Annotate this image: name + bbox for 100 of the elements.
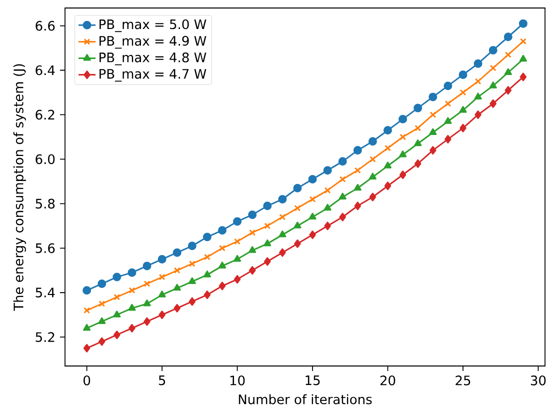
point <box>324 222 331 230</box>
point <box>324 204 332 211</box>
x-axis-title: Number of iterations <box>238 394 372 404</box>
point <box>98 279 106 288</box>
point <box>248 266 256 275</box>
point <box>84 307 90 314</box>
point <box>338 157 347 166</box>
point <box>518 19 528 28</box>
point <box>490 64 496 72</box>
point <box>264 222 271 230</box>
point <box>488 46 498 54</box>
point <box>353 146 362 155</box>
x-tick-label: 30 <box>530 376 546 386</box>
point <box>309 230 316 240</box>
point <box>278 230 286 238</box>
point <box>384 126 392 135</box>
point <box>414 159 422 168</box>
point <box>428 92 438 102</box>
point <box>368 137 377 146</box>
point <box>308 174 317 184</box>
legend-label: PB_max = 4.8 W <box>100 52 206 66</box>
point <box>203 270 211 278</box>
point <box>83 324 91 331</box>
point <box>414 104 422 112</box>
point <box>339 212 346 222</box>
point <box>188 260 196 267</box>
point <box>174 304 180 312</box>
point <box>112 272 122 282</box>
point <box>294 204 301 212</box>
point <box>82 286 92 295</box>
point <box>218 262 226 268</box>
point <box>474 59 482 68</box>
point <box>414 139 422 146</box>
point <box>98 317 106 324</box>
point <box>398 114 408 124</box>
point <box>113 310 121 318</box>
point <box>98 337 106 346</box>
point <box>474 78 482 85</box>
point <box>172 248 182 257</box>
point <box>444 100 452 107</box>
point <box>339 176 346 182</box>
point <box>444 117 452 124</box>
point <box>248 210 257 220</box>
point <box>369 156 376 162</box>
legend-label: PB_max = 4.7 W <box>100 69 206 82</box>
point <box>474 110 482 119</box>
y-tick-label: 6.2 <box>36 110 54 120</box>
point <box>294 222 302 228</box>
point <box>279 214 286 220</box>
point <box>234 238 241 245</box>
point <box>188 297 196 306</box>
point <box>144 317 150 326</box>
point <box>264 257 271 266</box>
point <box>128 304 136 311</box>
point <box>279 248 286 257</box>
point <box>294 239 301 248</box>
point <box>173 284 181 291</box>
point <box>234 275 241 284</box>
point <box>520 38 526 45</box>
point <box>234 255 242 262</box>
point <box>520 72 527 82</box>
point <box>399 150 407 158</box>
point <box>142 262 152 270</box>
point <box>202 232 212 242</box>
y-tick-label: 5.4 <box>36 288 55 298</box>
point <box>188 242 196 250</box>
y-tick-label: 5.8 <box>36 198 55 209</box>
point <box>519 54 527 62</box>
point <box>354 167 361 174</box>
point <box>293 184 302 192</box>
point <box>354 202 362 210</box>
point <box>188 277 196 284</box>
point <box>128 287 136 294</box>
point <box>264 239 272 246</box>
point <box>474 92 482 100</box>
point <box>384 144 391 152</box>
point <box>458 70 468 79</box>
point <box>430 146 436 155</box>
point <box>460 89 466 96</box>
point <box>114 294 120 300</box>
y-tick-label: 6.6 <box>36 20 55 31</box>
x-tick-label: 0 <box>84 376 90 386</box>
point <box>429 128 437 136</box>
point <box>338 192 346 200</box>
point <box>384 162 392 168</box>
point <box>444 134 452 144</box>
point <box>233 217 242 226</box>
point <box>263 202 272 210</box>
point <box>414 124 422 132</box>
point <box>354 184 362 191</box>
point <box>368 172 376 180</box>
point <box>158 255 166 264</box>
point <box>98 300 106 307</box>
point <box>114 330 120 340</box>
x-tick-label: 10 <box>230 376 245 386</box>
point <box>204 290 211 300</box>
point <box>174 267 180 274</box>
point <box>399 170 406 180</box>
point <box>323 166 332 175</box>
point <box>504 68 512 75</box>
